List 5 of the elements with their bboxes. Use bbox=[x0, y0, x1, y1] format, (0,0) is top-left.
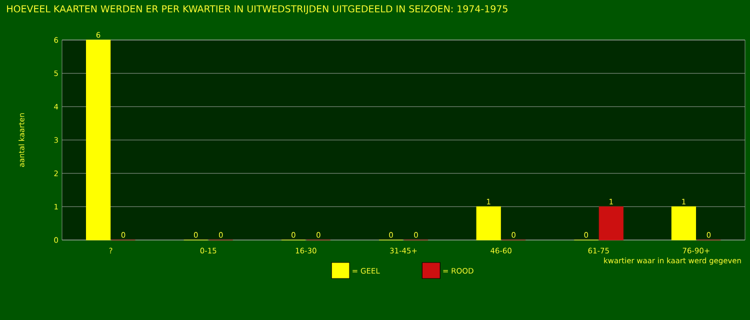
bar bbox=[598, 206, 624, 240]
bar bbox=[86, 40, 111, 240]
chart-title: HOEVEEL KAARTEN WERDEN ER PER KWARTIER IN UITWEDSTRIJDEN UITGEDEELD IN SEIZOEN: 1974-1975 bbox=[7, 5, 508, 14]
bar bbox=[476, 206, 501, 240]
bar bbox=[671, 206, 696, 240]
